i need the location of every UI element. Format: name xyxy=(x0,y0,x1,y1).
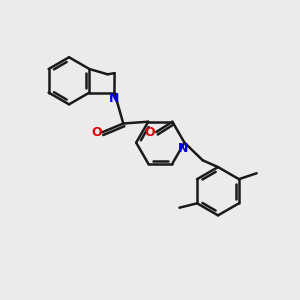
Text: O: O xyxy=(91,126,101,140)
Text: N: N xyxy=(178,142,188,155)
Text: O: O xyxy=(144,126,155,139)
Text: N: N xyxy=(109,92,120,105)
